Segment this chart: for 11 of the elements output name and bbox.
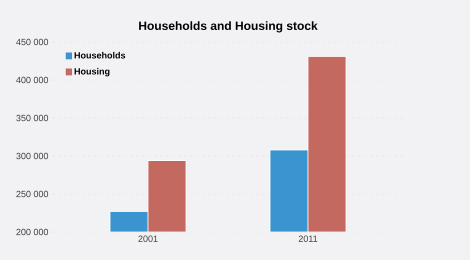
y-tick-label: 350 000 xyxy=(16,114,48,122)
y-tick-label: 450 000 xyxy=(16,38,48,46)
y-tick-label: 400 000 xyxy=(16,76,48,84)
y-tick-label: 250 000 xyxy=(16,190,48,198)
legend-label: Housing xyxy=(74,68,110,76)
y-tick-label: 200 000 xyxy=(16,228,48,236)
y-tick-label: 300 000 xyxy=(16,152,48,160)
legend-label: Households xyxy=(74,52,126,59)
x-tick-label: 2001 xyxy=(138,236,158,242)
chart-title: Households and Housing stock xyxy=(139,21,318,32)
x-tick-label: 2011 xyxy=(298,236,318,242)
